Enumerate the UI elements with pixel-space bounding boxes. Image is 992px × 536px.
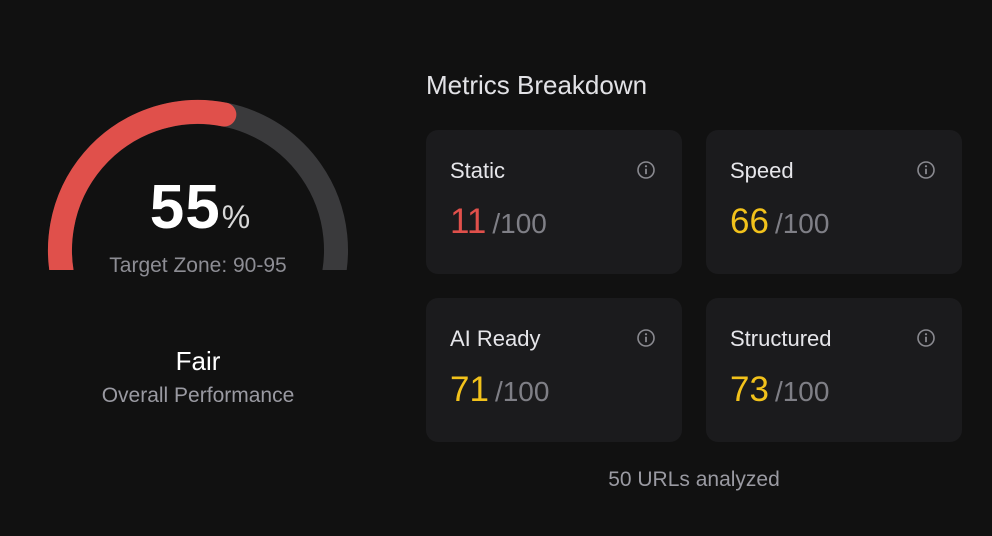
info-icon[interactable] [636,328,656,348]
metric-score: 11/100 [450,202,547,242]
metric-card-ai-ready: AI Ready 71/100 [426,298,682,442]
metric-max: /100 [774,208,830,239]
performance-gauge: 55% [40,90,360,270]
metric-score: 71/100 [450,370,549,410]
info-icon[interactable] [916,328,936,348]
metric-score: 66/100 [730,202,829,242]
metric-card-speed: Speed 66/100 [706,130,962,274]
gauge-score-value: 55 [149,173,221,242]
gauge-fill [48,100,237,270]
info-icon[interactable] [636,160,656,180]
metric-max: /100 [492,208,547,239]
performance-subtitle: Overall Performance [101,384,295,407]
info-icon[interactable] [916,160,936,180]
metric-value: 71 [450,370,489,409]
metric-score: 73/100 [730,370,829,410]
metric-card-static: Static 11/100 [426,130,682,274]
gauge-score-unit: % [221,199,251,235]
urls-analyzed-count: 50 URLs analyzed [608,468,780,491]
metric-label: AI Ready [450,326,541,351]
metric-value: 11 [450,202,487,241]
metric-label: Static [450,158,506,183]
metric-value: 73 [730,370,769,409]
metric-label: Speed [730,158,794,183]
metric-value: 66 [730,202,769,241]
performance-rating: Fair [175,346,221,376]
target-zone: Target Zone: 90-95 [109,254,287,277]
metrics-title: Metrics Breakdown [426,70,648,100]
metric-label: Structured [730,326,832,351]
gauge-arc [48,100,348,270]
metric-max: /100 [494,376,550,407]
gauge-score: 55% [40,172,360,243]
metric-max: /100 [774,376,830,407]
metric-card-structured: Structured 73/100 [706,298,962,442]
